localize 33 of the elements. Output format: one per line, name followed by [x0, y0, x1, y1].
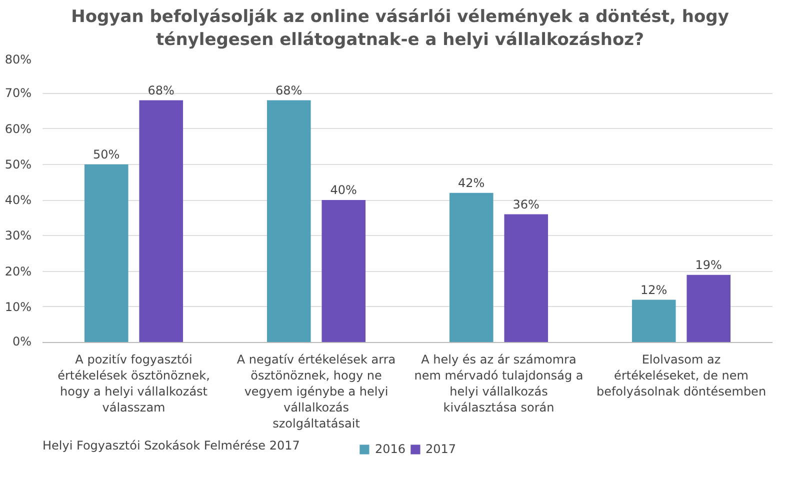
data-label: 12%: [640, 282, 668, 297]
bar: [266, 100, 311, 342]
bar: [449, 192, 494, 342]
y-tick-label: 80%: [4, 52, 32, 66]
y-tick-label: 70%: [4, 86, 32, 100]
y-tick-label: 10%: [4, 300, 32, 314]
bar: [322, 200, 366, 342]
data-label: 68%: [276, 83, 302, 98]
y-tick-label: 0%: [12, 334, 32, 348]
legend-label: 2016: [374, 442, 406, 456]
text: Helyi Fogyasztói Szokások Felmérése 2017: [42, 438, 300, 452]
data-label: 50%: [93, 147, 120, 162]
y-tick-label: 30%: [4, 228, 32, 242]
chart-title: Hogyan befolyásolják az online vásárlói vélemények a döntést, hogy ténylegesen ellátogatnak-e a helyi vállalkozáshoz?: [70, 6, 730, 52]
x-tick-label: A negatív értékelések arra ösztönöznek, hogy ne vegyem igénybe a helyi vállalkozás szolgáltatásait: [236, 352, 396, 430]
data-label: 19%: [695, 258, 722, 272]
y-tick-label: 20%: [4, 264, 32, 278]
bar: [139, 100, 184, 342]
bar: [632, 300, 676, 342]
x-tick-label: A pozitív fogyasztói értékelések ösztönöznek, hogy a helyi vállalkozást válasszam: [58, 352, 210, 414]
bar: [504, 214, 548, 342]
data-label: 40%: [330, 182, 357, 197]
legend-label: 2017: [426, 442, 456, 456]
x-tick-label: Elolvasom az értékeléseket, de nem befolyásolnak döntésemben: [596, 352, 766, 398]
x-tick-label: A hely és az ár számomra nem mérvadó tulajdonság a helyi vállalkozás kiválasztása során: [414, 352, 584, 414]
data-label: 42%: [458, 176, 485, 190]
y-tick-label: 50%: [4, 157, 32, 172]
y-tick-label: 60%: [4, 122, 32, 136]
bar: [84, 164, 128, 342]
data-label: 68%: [148, 83, 174, 98]
bar: [686, 274, 731, 342]
y-tick-label: 40%: [4, 192, 32, 207]
data-label: 36%: [512, 197, 540, 212]
